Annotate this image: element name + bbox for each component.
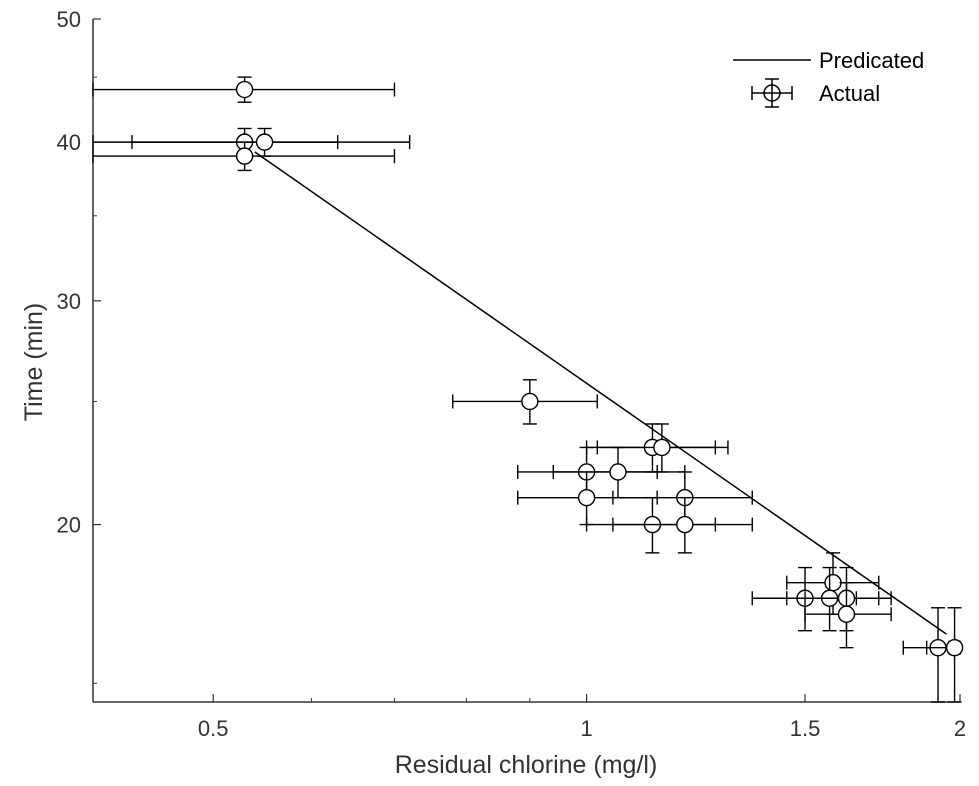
actual-point [452, 379, 598, 425]
legend-label-predicated: Predicated [819, 48, 924, 73]
actual-point [804, 581, 892, 649]
plot-area [92, 76, 964, 703]
legend-label-actual: Actual [819, 81, 880, 106]
y-axis-label: Time (min) [20, 303, 48, 422]
actual-point [612, 496, 753, 554]
legend: Predicated Actual [733, 48, 924, 108]
actual-point [92, 141, 396, 172]
x-tick-label: 2 [954, 716, 966, 741]
data-point-marker [255, 133, 274, 151]
data-point-marker [837, 605, 856, 623]
y-tick-label: 20 [57, 513, 81, 538]
actual-point [131, 127, 411, 157]
x-tick-label: 1 [580, 716, 592, 741]
data-point-marker [824, 573, 842, 592]
ticks: 0.5 1 1.5 2 20 30 40 50 [57, 7, 967, 741]
data-point-marker [577, 488, 596, 507]
x-tick-label: 0.5 [198, 716, 229, 741]
actual-point [925, 607, 964, 703]
data-point-marker [609, 463, 627, 481]
data-point-marker [676, 515, 694, 534]
y-tick-label: 40 [57, 130, 81, 155]
actual-point [902, 607, 950, 703]
data-point-marker [235, 80, 254, 99]
axes [92, 19, 960, 703]
data-point-marker [521, 392, 539, 411]
y-tick-label: 30 [57, 289, 81, 314]
legend-errorbar-swatch [751, 78, 793, 108]
data-point-marker [653, 438, 671, 457]
actual-point [552, 446, 686, 499]
y-tick-label: 50 [57, 7, 81, 32]
data-point-marker [945, 638, 964, 657]
predicated-line [254, 151, 947, 635]
data-point-marker [235, 147, 254, 165]
x-tick-label: 1.5 [790, 716, 821, 741]
actual-point [92, 76, 396, 103]
x-axis-label: Residual chlorine (mg/l) [395, 751, 658, 779]
